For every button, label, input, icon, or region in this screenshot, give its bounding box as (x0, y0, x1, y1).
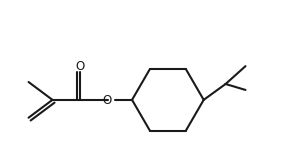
Text: O: O (76, 60, 85, 73)
Text: O: O (103, 94, 112, 107)
